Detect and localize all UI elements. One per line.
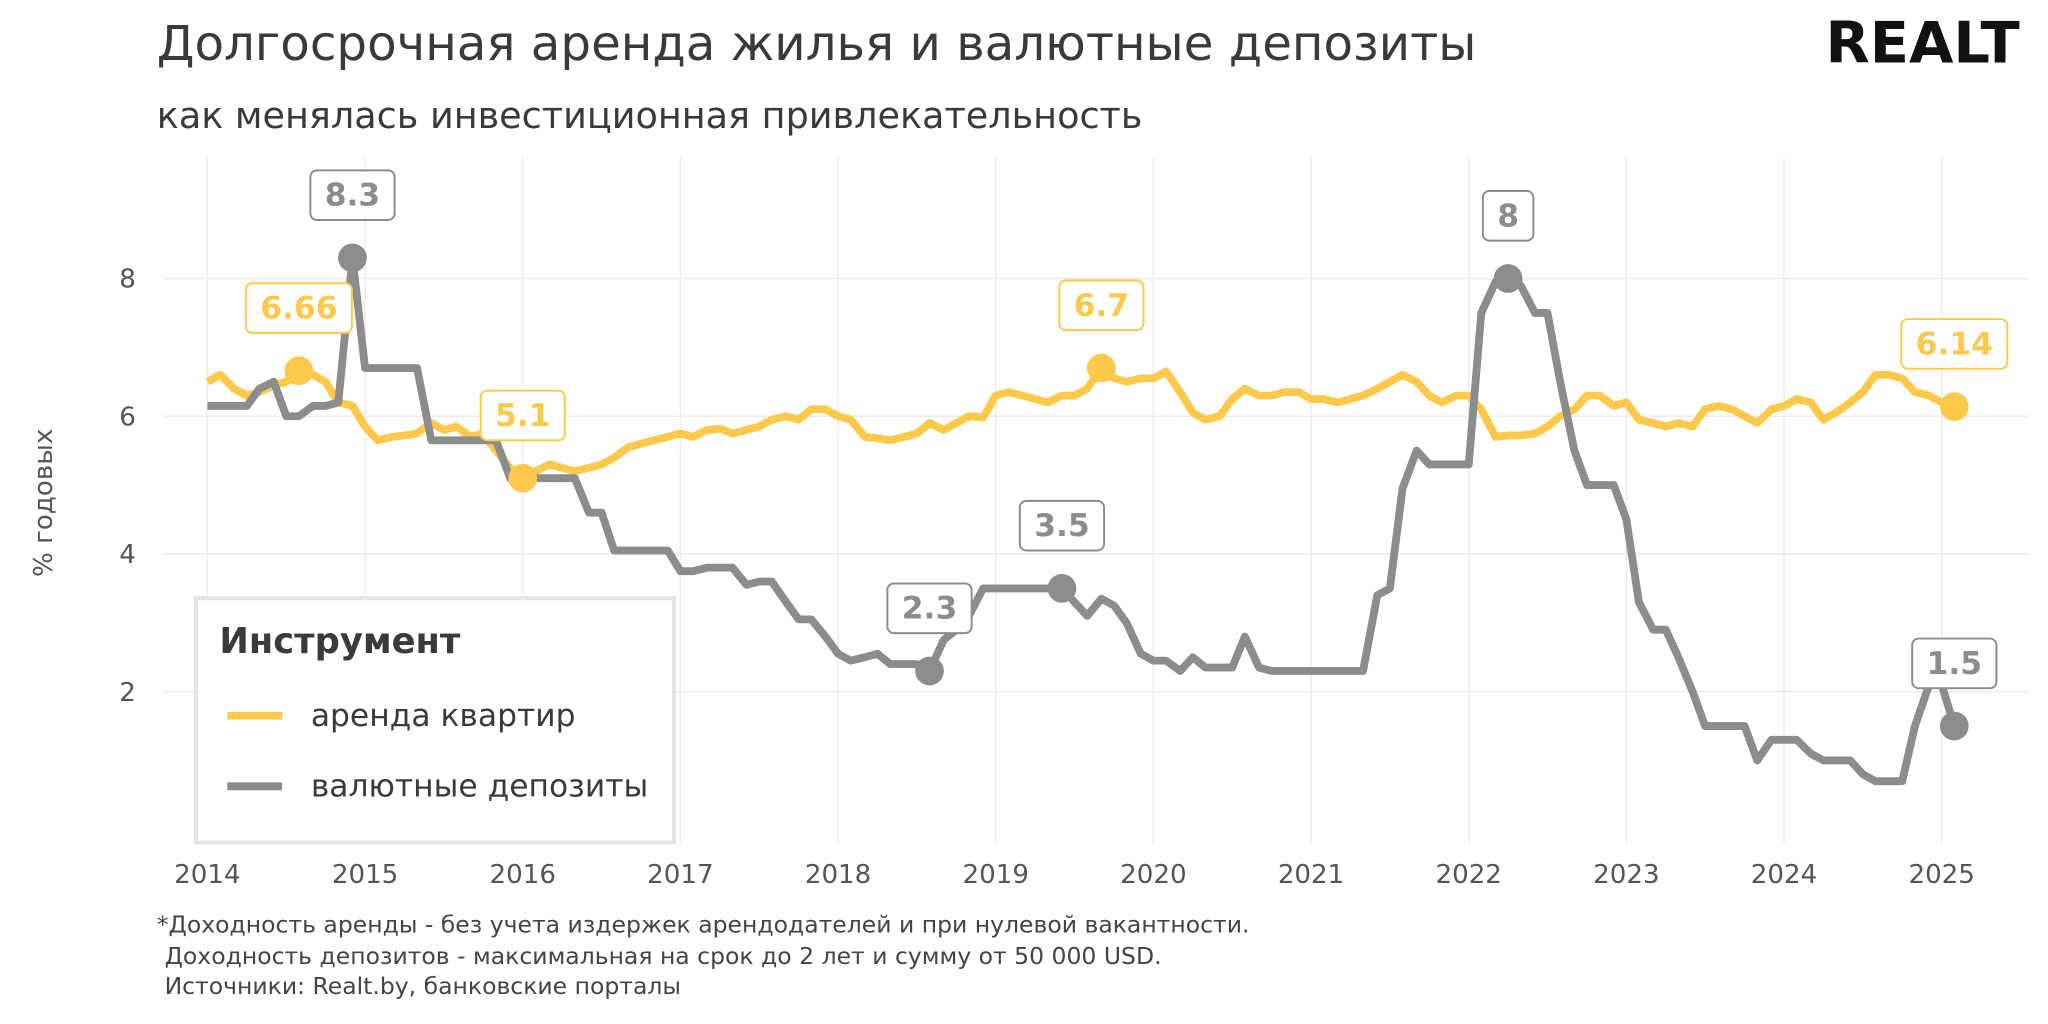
logo: REALT [1825,10,2019,77]
data-label: 6.66 [260,291,337,327]
data-label-box [309,169,396,221]
data-label: 1.5 [1927,646,1983,682]
y-tick-label: 4 [119,540,136,570]
x-tick-label: 2022 [1435,860,1501,890]
data-label-box [1900,318,2009,370]
chart-subtitle: как менялась инвестиционная привлекатель… [157,94,1143,137]
point [508,463,538,493]
x-tick-label: 2023 [1593,860,1659,890]
data-label: 8.3 [325,178,380,214]
y-tick-label: 2 [119,678,136,708]
series-line [207,253,1959,786]
x-tick-label: 2020 [1120,860,1186,890]
x-tick-label: 2018 [805,860,871,890]
data-label-box [479,389,566,442]
legend-title: Инструмент [219,621,460,662]
data-label-box [1911,637,1998,690]
data-label: 3.5 [1034,508,1090,544]
data-label: 2.3 [902,591,958,627]
y-axis-label: % годовых [29,429,59,577]
point [915,656,944,686]
footnote: Источники: Realt.by, банковские порталы [165,972,681,1000]
x-tick-label: 2015 [332,860,398,890]
legend-box [193,596,676,845]
data-label: 5.1 [495,398,551,434]
x-tick-label: 2024 [1751,860,1817,890]
point [1493,264,1523,293]
x-tick-label: 2025 [1908,860,1974,890]
x-tick-label: 2019 [962,860,1028,890]
x-tick-label: 2014 [174,860,240,890]
data-label: 6.7 [1074,288,1130,324]
point [1939,392,1969,421]
x-tick-label: 2016 [490,860,556,890]
data-label: 6.14 [1916,326,1993,362]
footnote: Доходность депозитов - максимальная на с… [165,942,1162,970]
footnote: *Доходность аренды - без учета издержек … [157,911,1250,939]
point [1086,353,1116,383]
x-tick-label: 2021 [1278,860,1344,890]
legend-label: аренда квартир [311,698,576,734]
data-label-box [1058,279,1145,332]
data-label-box [1481,190,1535,242]
data-label-box [886,582,973,635]
series-line [205,364,1956,483]
point [338,243,367,273]
data-label-box [244,282,353,334]
x-tick-label: 2017 [647,860,713,890]
chart-title: Долгосрочная аренда жилья и валютные деп… [157,16,1477,72]
point [1939,711,1969,741]
data-label: 8 [1497,198,1519,234]
point [284,356,314,386]
data-label-box [1018,499,1106,552]
y-tick-label: 6 [119,402,136,432]
y-tick-label: 8 [119,265,136,295]
legend-label: валютные депозиты [311,769,648,805]
point [1047,573,1077,603]
